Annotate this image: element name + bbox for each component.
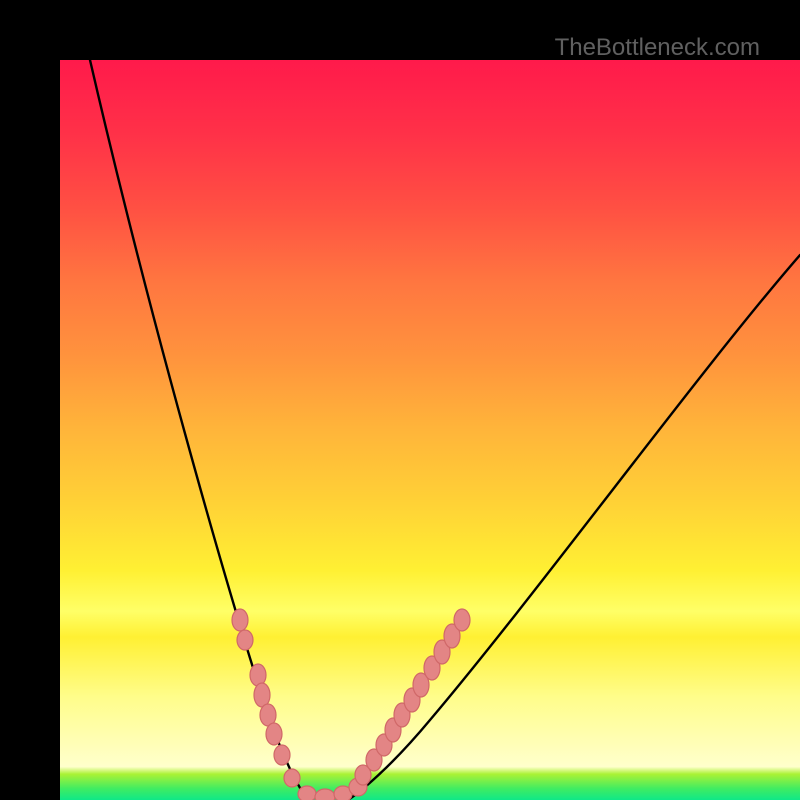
gradient-background	[60, 60, 800, 800]
data-marker	[232, 609, 248, 631]
data-marker	[274, 745, 290, 765]
watermark-text: TheBottleneck.com	[555, 34, 760, 62]
chart-frame: TheBottleneck.com	[0, 0, 800, 800]
data-marker	[266, 723, 282, 745]
plot-svg	[60, 60, 800, 800]
data-marker	[315, 789, 335, 800]
plot-area	[60, 60, 800, 800]
data-marker	[284, 769, 300, 787]
data-marker	[237, 630, 253, 650]
data-marker	[454, 609, 470, 631]
data-marker	[298, 786, 316, 800]
data-marker	[254, 683, 270, 707]
